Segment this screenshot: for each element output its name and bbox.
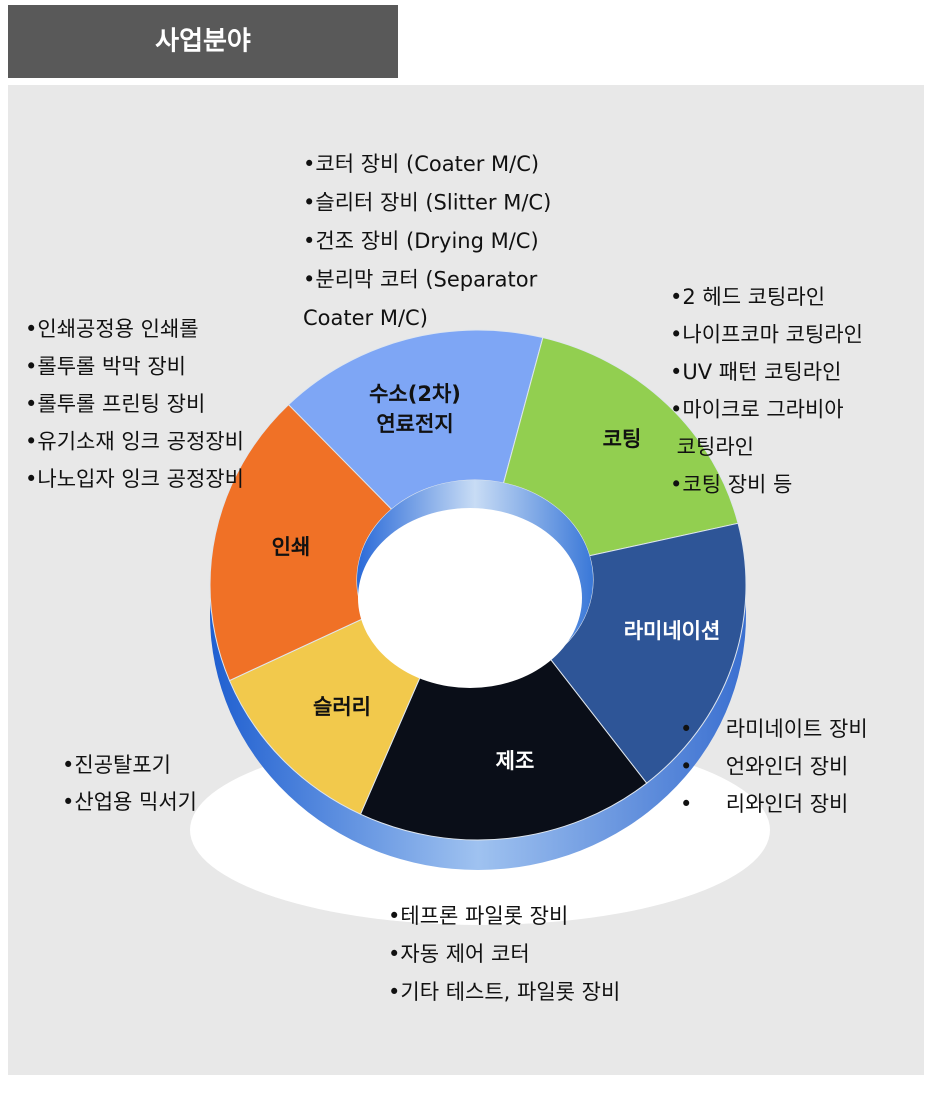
list-item: •롤투롤 박막 장비 [25, 355, 186, 379]
segment-label: 인쇄 [272, 535, 311, 559]
list-item: •유기소재 잉크 공정장비 [25, 430, 244, 454]
list-item: •산업용 믹서기 [62, 790, 197, 814]
segment-label: 수소(2차) [369, 382, 461, 406]
list-item: •롤투롤 프린팅 장비 [25, 392, 205, 416]
segment-label: 코팅 [603, 427, 642, 451]
list-item: •기타 테스트, 파일롯 장비 [388, 980, 620, 1004]
list-item: •자동 제어 코터 [388, 942, 530, 966]
list-item: •마이크로 그라비아 [670, 398, 844, 422]
donut-hole [358, 508, 582, 688]
list-item: 코팅라인 [670, 435, 754, 459]
list-item: •코터 장비 (Coater M/C) [303, 152, 539, 176]
segment-label: 연료전지 [376, 412, 453, 436]
list-item: •건조 장비 (Drying M/C) [303, 229, 539, 253]
list-item: •코팅 장비 등 [670, 473, 792, 497]
header-title: 사업분야 [155, 27, 251, 57]
list-item: • 리와인더 장비 [680, 792, 848, 816]
list-item: •진공탈포기 [62, 753, 171, 777]
list-item: •UV 패턴 코팅라인 [670, 360, 841, 384]
segment-label: 슬러리 [313, 695, 371, 719]
segment-label: 라미네이션 [624, 619, 721, 643]
list-item: • 언와인더 장비 [680, 755, 848, 779]
list-item: •나이프코마 코팅라인 [670, 323, 863, 347]
list-item: •테프론 파일롯 장비 [388, 904, 568, 928]
list-item: •2 헤드 코팅라인 [670, 285, 825, 309]
header-bar [8, 5, 398, 78]
list-item: • 라미네이트 장비 [680, 717, 868, 741]
list-item: Coater M/C) [303, 306, 428, 330]
list-item: •나노입자 잉크 공정장비 [25, 467, 244, 491]
list-item: •슬리터 장비 (Slitter M/C) [303, 191, 551, 215]
segment-label: 제조 [496, 749, 535, 773]
list-item: •분리막 코터 (Separator [303, 268, 538, 292]
list-item: •인쇄공정용 인쇄롤 [25, 317, 199, 341]
